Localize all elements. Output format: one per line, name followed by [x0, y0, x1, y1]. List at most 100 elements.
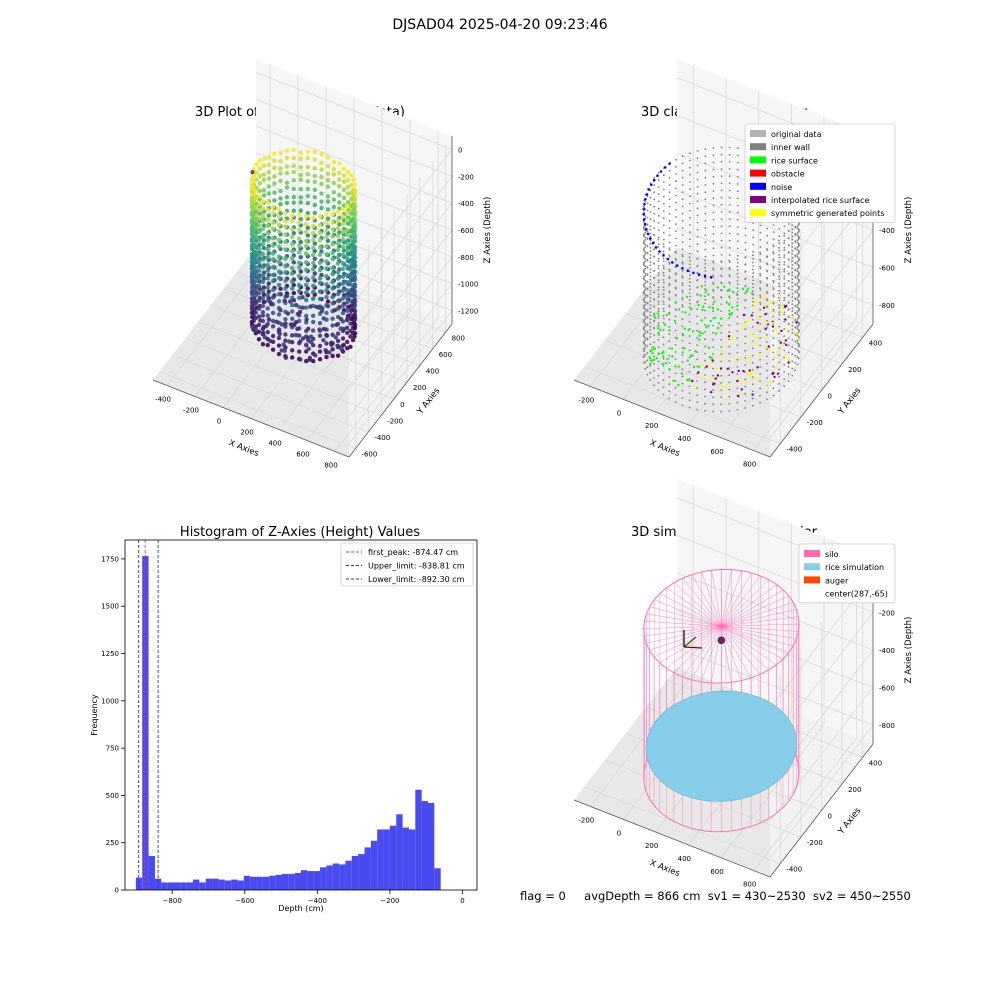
inner-wall-point	[796, 327, 799, 330]
inner-wall-point	[704, 295, 706, 298]
inner-wall-point	[662, 296, 665, 298]
inner-wall-point	[674, 329, 677, 332]
inner-wall-point	[657, 382, 660, 384]
inner-wall-point	[744, 357, 747, 359]
data-point	[265, 285, 270, 290]
inner-wall-point	[736, 218, 739, 221]
data-point	[351, 177, 356, 182]
data-point	[276, 343, 282, 348]
data-point	[340, 252, 346, 257]
data-point	[341, 187, 347, 192]
data-point	[304, 229, 309, 235]
inner-wall-point	[796, 263, 799, 265]
x-tick-label: 800	[743, 461, 756, 469]
data-point	[261, 163, 267, 168]
data-point	[253, 286, 258, 292]
inner-wall-point	[649, 286, 652, 288]
inner-wall-point	[751, 261, 754, 264]
inner-wall-point	[662, 279, 665, 281]
surface-point	[662, 351, 665, 354]
inner-wall-point	[689, 267, 691, 269]
inner-wall-point	[674, 358, 677, 360]
data-point	[349, 196, 354, 202]
surface-point	[750, 339, 753, 343]
data-point	[265, 262, 270, 268]
data-point	[330, 271, 335, 277]
inner-wall-point	[646, 202, 649, 205]
data-point	[266, 176, 271, 181]
data-point	[290, 309, 295, 314]
data-point	[344, 317, 350, 322]
grid-line	[334, 318, 439, 452]
inner-wall-point	[796, 289, 799, 292]
inner-wall-point	[696, 265, 699, 268]
inner-wall-point	[728, 146, 731, 149]
inner-wall-point	[643, 319, 645, 321]
surface-point	[671, 355, 674, 358]
data-point	[261, 193, 267, 198]
data-point	[335, 338, 341, 344]
inner-wall-point	[766, 348, 768, 351]
inner-wall-point	[681, 275, 684, 278]
inner-wall-point	[681, 155, 684, 158]
z-axis-label: Z Axies (Depth)	[904, 617, 914, 684]
data-point	[317, 223, 323, 228]
inner-wall-point	[712, 268, 715, 271]
inner-wall-point	[752, 286, 755, 289]
inner-wall-point	[644, 317, 647, 320]
inner-wall-point	[649, 325, 652, 328]
data-point	[290, 286, 295, 291]
inner-wall-point	[720, 211, 723, 213]
inner-wall-point	[681, 291, 684, 294]
inner-wall-point	[720, 396, 723, 399]
data-point	[265, 238, 270, 243]
inner-wall-point	[689, 216, 691, 219]
data-point	[256, 260, 262, 265]
data-point	[325, 238, 331, 243]
inner-wall-point	[797, 295, 800, 298]
data-point	[250, 286, 255, 291]
data-point	[327, 350, 332, 355]
inner-wall-point	[783, 242, 786, 244]
data-point	[340, 296, 346, 301]
data-point	[311, 275, 316, 280]
data-point	[330, 316, 335, 321]
data-point	[304, 276, 309, 281]
histogram-legend	[340, 542, 474, 587]
legend-swatch	[750, 182, 766, 190]
inner-wall-point	[653, 205, 656, 208]
inner-wall-point	[783, 363, 786, 366]
noise-point	[642, 208, 646, 211]
data-point	[311, 223, 316, 229]
inner-wall-point	[674, 315, 677, 317]
inner-wall-point	[736, 283, 739, 286]
inner-wall-point	[744, 306, 747, 309]
inner-wall-point	[649, 311, 652, 314]
inner-wall-point	[736, 204, 739, 207]
data-point	[261, 156, 267, 162]
inner-wall-point	[644, 253, 647, 256]
surface-point	[764, 313, 767, 316]
data-point	[261, 177, 267, 182]
surface-point	[716, 374, 720, 377]
inner-wall-point	[644, 330, 647, 332]
inner-wall-point	[646, 266, 649, 268]
inner-wall-point	[649, 250, 652, 253]
data-point	[308, 304, 313, 309]
inner-wall-point	[766, 369, 768, 372]
inner-wall-point	[728, 254, 731, 256]
data-point	[340, 214, 346, 219]
inner-wall-point	[668, 313, 671, 315]
surface-point	[773, 301, 777, 304]
inner-wall-point	[674, 343, 677, 346]
legend-label: obstacle	[771, 170, 805, 179]
inner-wall-point	[668, 376, 671, 378]
inner-wall-point	[653, 355, 655, 358]
inner-wall-point	[796, 255, 799, 258]
legend-label: Lower_limit: -892.30 cm	[368, 575, 465, 584]
inner-wall-point	[681, 191, 684, 194]
inner-wall-point	[644, 258, 647, 261]
data-point	[305, 193, 310, 199]
legend-swatch	[750, 156, 766, 164]
inner-wall-point	[696, 351, 699, 354]
